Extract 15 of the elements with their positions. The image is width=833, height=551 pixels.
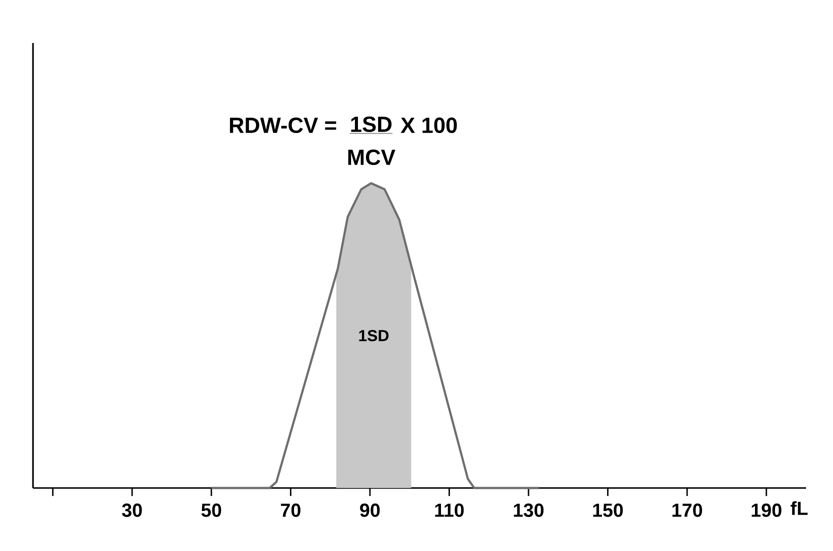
x-tick-label: 110 (435, 504, 464, 517)
text: X 100 (400, 118, 457, 134)
x-tick-label: 130 (514, 504, 544, 517)
x-axis-title: fL (790, 501, 808, 515)
text: RDW-CV = (230, 118, 336, 134)
x-tick-label: 90 (360, 504, 380, 517)
text: MCV (348, 150, 396, 166)
x-tick-label: 190 (752, 504, 782, 517)
x-tick-label: 150 (593, 504, 623, 517)
x-tick-label: 170 (672, 504, 702, 517)
band-label: 1SD (359, 330, 389, 342)
x-tick-label: 70 (280, 504, 300, 517)
x-tick-label: 30 (122, 504, 142, 517)
text: 1SD (351, 116, 392, 132)
x-tick-label: 50 (201, 504, 222, 517)
